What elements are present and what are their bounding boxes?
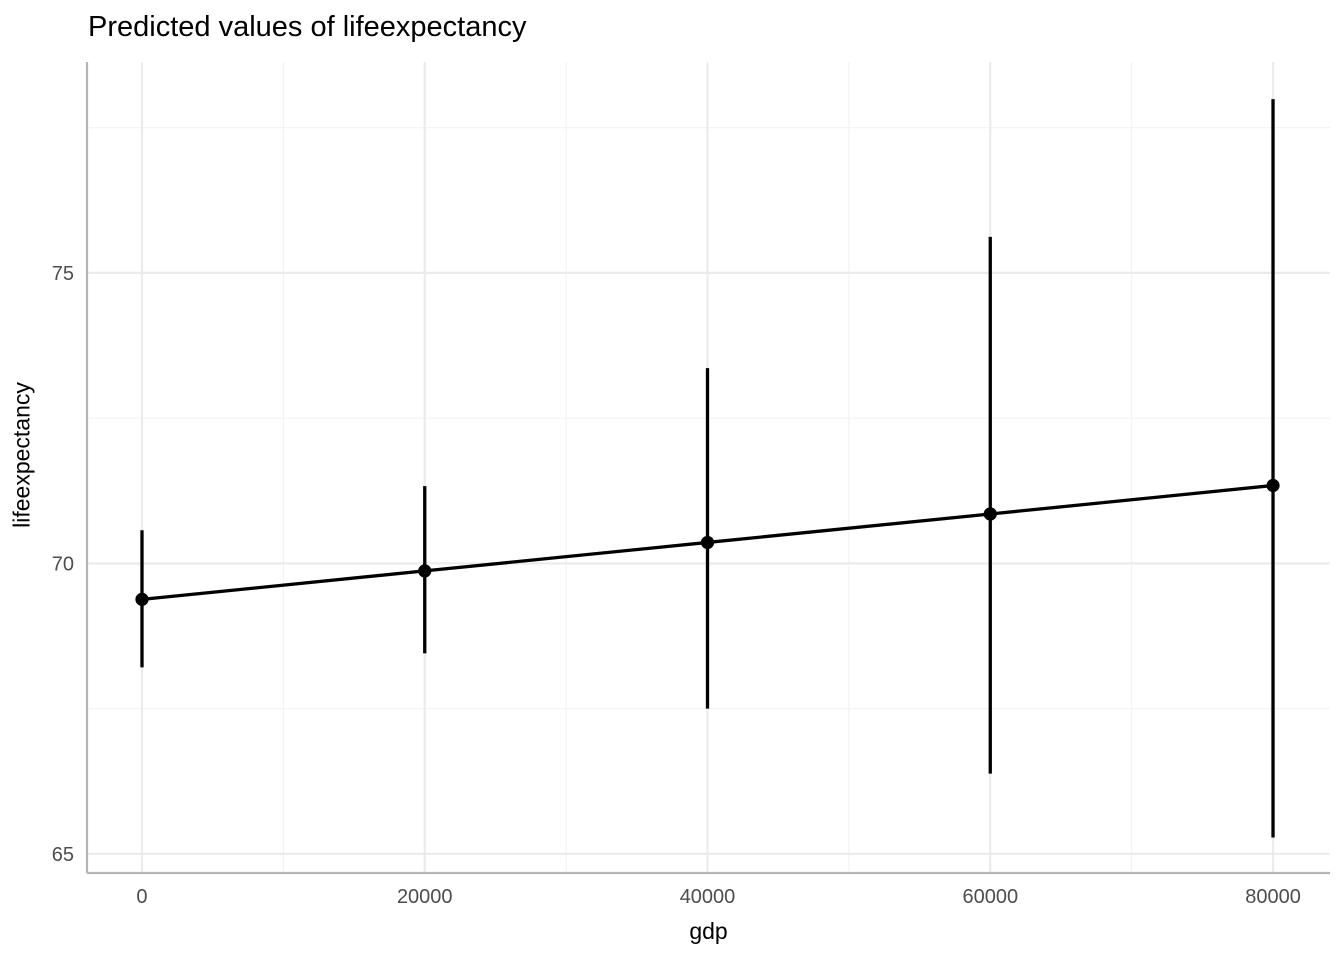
x-tick-label: 60000 <box>962 886 1018 908</box>
x-tick-label: 20000 <box>397 886 453 908</box>
y-tick-label: 75 <box>52 263 74 285</box>
y-tick-label: 65 <box>52 844 74 866</box>
y-axis-title: lifeexpectancy <box>8 382 35 528</box>
data-point <box>418 564 432 578</box>
data-point <box>983 507 997 521</box>
x-tick-label: 80000 <box>1245 886 1301 908</box>
x-tick-label: 40000 <box>680 886 736 908</box>
x-axis-title: gdp <box>689 918 728 944</box>
chart-title: Predicted values of lifeexpectancy <box>88 11 527 43</box>
x-tick-label: 0 <box>136 886 147 908</box>
y-tick-label: 70 <box>52 553 74 575</box>
data-point <box>1266 478 1280 493</box>
data-point <box>700 535 715 550</box>
data-point <box>135 592 149 606</box>
